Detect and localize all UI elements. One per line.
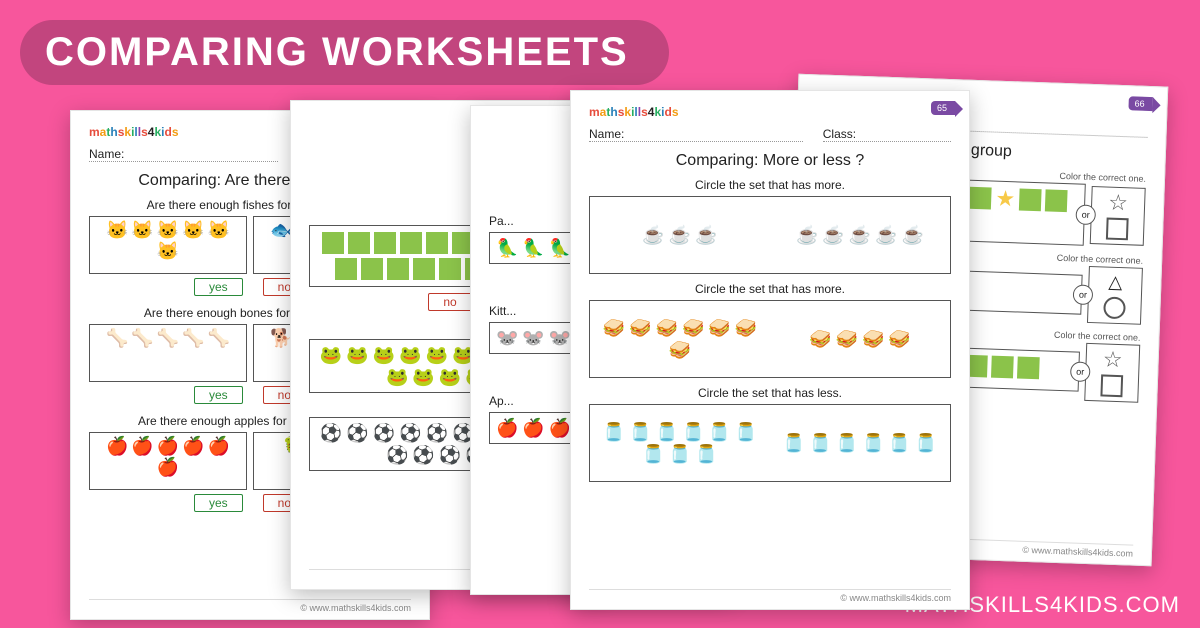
brand-logo: mathskills4kids	[589, 105, 951, 119]
worksheet-more-or-less: 65 mathskills4kids Name: Class: Comparin…	[570, 90, 970, 610]
answer-options[interactable]: or ☆	[1090, 186, 1146, 246]
right-set: 🫙🫙🫙🫙🫙🫙	[778, 413, 942, 473]
class-field[interactable]: Class:	[823, 127, 951, 142]
worksheet-footer: © www.mathskills4kids.com	[589, 589, 951, 603]
or-label: or	[1075, 204, 1096, 225]
star-outline-icon[interactable]: ☆	[1102, 348, 1122, 371]
name-class-row: Name: Class:	[589, 127, 951, 142]
name-field[interactable]: Name:	[589, 127, 803, 142]
worksheet-footer: © www.mathskills4kids.com	[89, 599, 411, 613]
answer-options[interactable]: or △	[1087, 266, 1143, 325]
left-set: ☕☕☕	[598, 205, 762, 265]
left-set: 🫙🫙🫙🫙🫙🫙🫙🫙🫙	[598, 413, 762, 473]
yes-button[interactable]: yes	[194, 278, 243, 296]
page-number-tag: 66	[1128, 96, 1152, 111]
or-label: or	[1073, 284, 1094, 305]
compare-set[interactable]: ☕☕☕ ☕☕☕☕☕	[589, 196, 951, 274]
compare-set[interactable]: 🫙🫙🫙🫙🫙🫙🫙🫙🫙 🫙🫙🫙🫙🫙🫙	[589, 404, 951, 482]
square-outline-icon[interactable]	[1106, 218, 1129, 241]
answer-options[interactable]: or ☆	[1084, 343, 1140, 403]
worksheet-stage: 66 mathskills4kids Class: re in a mixed …	[0, 0, 1200, 628]
star-outline-icon[interactable]: ☆	[1108, 192, 1128, 215]
right-set: ☕☕☕☕☕	[778, 205, 942, 265]
question-prompt: Circle the set that has more.	[589, 282, 951, 296]
right-set: 🥪🥪🥪🥪	[778, 309, 942, 369]
left-set: 🐱🐱🐱🐱🐱🐱	[89, 216, 247, 274]
yes-button[interactable]: yes	[194, 386, 243, 404]
question-prompt: Circle the set that has less.	[589, 386, 951, 400]
triangle-outline-icon[interactable]: △	[1108, 272, 1123, 293]
left-set: 🦴🦴🦴🦴🦴	[89, 324, 247, 382]
compare-set[interactable]: 🥪🥪🥪🥪🥪🥪🥪 🥪🥪🥪🥪	[589, 300, 951, 378]
page-number-tag: 65	[931, 101, 955, 115]
left-set: 🍎🍎🍎🍎🍎🍎	[89, 432, 247, 490]
question-prompt: Circle the set that has more.	[589, 178, 951, 192]
circle-outline-icon[interactable]	[1103, 296, 1126, 319]
or-label: or	[1070, 361, 1091, 382]
square-outline-icon[interactable]	[1100, 374, 1123, 397]
yes-button[interactable]: yes	[194, 494, 243, 512]
name-field[interactable]: Name:	[89, 147, 278, 162]
worksheet-title: Comparing: More or less ?	[589, 152, 951, 170]
left-set: 🥪🥪🥪🥪🥪🥪🥪	[598, 309, 762, 369]
no-button[interactable]: no	[428, 293, 471, 311]
